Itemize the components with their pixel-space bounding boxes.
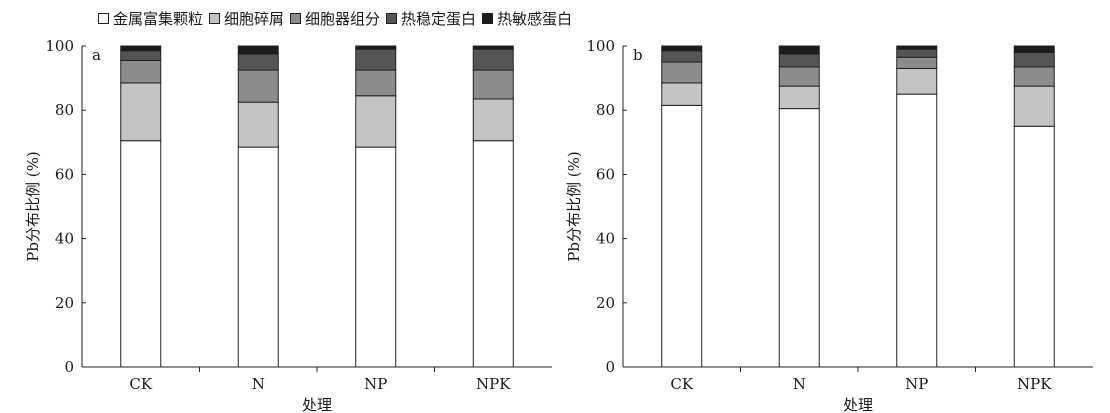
y-axis-label: Pb分布比例 (%) — [24, 151, 42, 261]
bar-segment — [355, 45, 397, 50]
y-tick-label: 40 — [596, 230, 615, 248]
legend-swatch — [290, 13, 302, 24]
legend-swatch — [386, 13, 398, 24]
y-tick-label: 80 — [596, 101, 615, 119]
bar-segment — [237, 45, 279, 55]
bar-segment — [237, 53, 279, 71]
bar-segment — [778, 85, 820, 110]
y-axis-label: Pb分布比例 (%) — [565, 151, 583, 261]
bar-segment — [896, 56, 938, 69]
y-tick-label: 0 — [64, 358, 74, 376]
bar-segment — [120, 45, 162, 52]
bar-segment — [355, 48, 397, 71]
bar-segment — [355, 69, 397, 97]
bar-segment — [661, 45, 703, 52]
x-tick-label: N — [252, 375, 265, 393]
bar-segment — [896, 45, 938, 50]
bar-segment — [472, 45, 514, 50]
bar-segment — [1013, 45, 1055, 53]
legend-swatch — [209, 13, 221, 24]
bar-segment — [896, 48, 938, 58]
legend-label: 金属富集颗粒 — [113, 10, 204, 28]
bar-segment — [778, 45, 820, 55]
x-tick-label: CK — [129, 375, 152, 393]
bar-segment — [1013, 85, 1055, 127]
legend-item-metal-rich-granules: 金属富集颗粒 — [98, 8, 203, 29]
bar-segment — [120, 50, 162, 61]
y-tick-label: 80 — [55, 101, 74, 119]
bar-segment — [1013, 66, 1055, 87]
legend-label: 热稳定蛋白 — [401, 10, 477, 28]
x-axis-label: 处理 — [302, 396, 332, 413]
panel-label: b — [633, 46, 643, 64]
chart-panel-a: 0 20 40 60 80 100 a CK N NP NPK 处理 Pb分布比例 (%) — [24, 37, 552, 413]
legend-item-cell-debris: 细胞碎屑 — [209, 8, 284, 29]
y-tick-label: 20 — [55, 294, 74, 312]
bar-segment — [120, 59, 162, 84]
chart-legend: 金属富集颗粒 细胞碎屑 细胞器组分 热稳定蛋白 热敏感蛋白 — [98, 8, 578, 29]
bar-segment — [896, 67, 938, 95]
bar-segment — [1013, 125, 1055, 368]
bar-segment — [237, 101, 279, 148]
bar-segment — [472, 48, 514, 71]
y-tick-label: 60 — [55, 165, 74, 183]
legend-item-organelles: 细胞器组分 — [290, 8, 380, 29]
x-axis-label: 处理 — [843, 396, 873, 413]
bar-segment — [661, 82, 703, 106]
y-tick-label: 20 — [596, 294, 615, 312]
legend-item-heat-denatured-protein: 热敏感蛋白 — [482, 8, 572, 29]
bar-segment — [1013, 51, 1055, 68]
bar-segment — [661, 104, 703, 368]
bar-segment — [896, 93, 938, 368]
panel-label: a — [92, 46, 101, 64]
y-tick-label: 0 — [605, 358, 615, 376]
bar-segment — [237, 146, 279, 368]
y-tick-label: 100 — [586, 37, 615, 55]
x-tick-label: NP — [905, 375, 928, 393]
x-tick-label: CK — [670, 375, 693, 393]
bar-segment — [355, 146, 397, 368]
bar-segment — [778, 66, 820, 87]
bar-segment — [472, 140, 514, 368]
bar-segment — [661, 61, 703, 84]
legend-label: 热敏感蛋白 — [497, 10, 573, 28]
x-tick-label: NP — [364, 375, 387, 393]
bar-segment — [778, 108, 820, 368]
bar-segment — [472, 69, 514, 100]
y-tick-label: 100 — [45, 37, 74, 55]
chart-panel-b: 0 20 40 60 80 100 b CK N NP NPK 处理 Pb分布比例 (%) — [565, 37, 1093, 413]
bar-segment — [778, 53, 820, 68]
legend-item-heat-stable-protein: 热稳定蛋白 — [386, 8, 476, 29]
legend-swatch — [98, 13, 109, 24]
legend-swatch — [482, 13, 494, 24]
legend-label: 细胞碎屑 — [224, 10, 285, 28]
y-tick-label: 40 — [55, 230, 74, 248]
x-tick-label: NPK — [476, 375, 511, 393]
x-tick-label: NPK — [1017, 375, 1052, 393]
bar-segment — [472, 98, 514, 142]
bar-segment — [120, 82, 162, 142]
y-tick-label: 60 — [596, 165, 615, 183]
legend-label: 细胞器组分 — [305, 10, 381, 28]
bar-segment — [120, 140, 162, 368]
x-tick-label: N — [793, 375, 806, 393]
bar-segment — [355, 95, 397, 148]
bar-segment — [661, 50, 703, 63]
bar-segment — [237, 69, 279, 103]
